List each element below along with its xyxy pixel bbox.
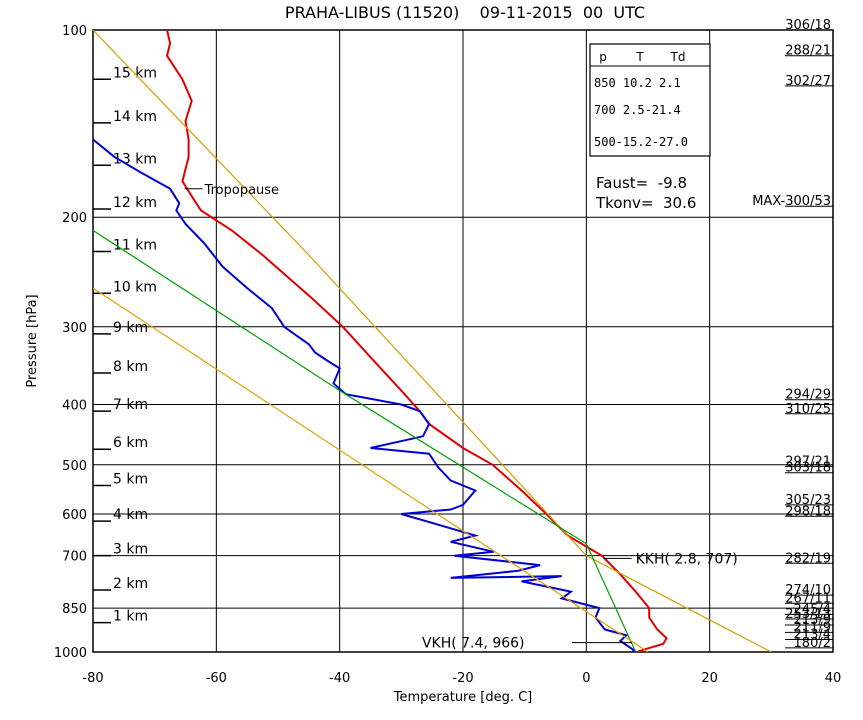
x-tick-labels: -80 -60 -40 -20 0 20 40 — [82, 671, 841, 686]
y-tick-label: 1000 — [54, 646, 87, 661]
table-header: p — [599, 50, 607, 64]
wind-label: 253/13 — [785, 607, 831, 622]
wind-labels: 306/18 288/21 302/27 MAX-300/53 294/29310/25… — [752, 18, 833, 651]
x-axis-label: Temperature [deg. C] — [393, 690, 532, 705]
y-tick-label: 700 — [62, 550, 87, 565]
series-td — [93, 138, 636, 652]
y-tick-label: 850 — [62, 602, 87, 617]
series-saturated-adiabat — [93, 229, 637, 652]
wind-label: 310/25 — [785, 402, 831, 417]
y-axis-label: Pressure [hPa] — [25, 294, 40, 387]
grid-lines — [92, 29, 834, 653]
wind-label: 245/4 — [794, 602, 831, 617]
summary-table: p T Td 850 10.2 2.1 700 2.5-21.4 500-15.2-27.… — [589, 43, 711, 157]
y-tick-label: 300 — [62, 321, 87, 336]
chart-title: PRAHA-LIBUS (11520) 09-11-2015 00 UTC — [285, 3, 645, 22]
tkonv-index: Tkonv= 30.6 — [595, 194, 696, 212]
wind-label: 274/10 — [785, 583, 831, 598]
series-dry-adiabat — [93, 30, 772, 652]
height-label: 10 km — [113, 279, 157, 295]
wind-label: 297/21 — [785, 454, 831, 469]
height-label: 9 km — [113, 320, 148, 336]
annotation-vkh: VKH( 7.4, 966) — [422, 636, 525, 652]
annotations: Tropopause KKH( 2.8, 707) VKH( 7.4, 966) — [184, 183, 738, 652]
height-label: 6 km — [113, 435, 148, 451]
wind-label: MAX-300/53 — [752, 194, 831, 209]
wind-label: 294/29 — [785, 388, 831, 403]
table-header: Td — [670, 50, 686, 64]
y-tick-label: 600 — [62, 508, 87, 523]
y-tick-label: 200 — [62, 211, 87, 226]
height-label: 11 km — [113, 237, 157, 253]
wind-label: 298/18 — [785, 504, 831, 519]
x-tick-label: -20 — [452, 671, 473, 686]
y-tick-label: 100 — [62, 24, 87, 39]
wind-label: 282/19 — [785, 551, 831, 566]
height-label: 5 km — [113, 472, 148, 488]
height-label: 1 km — [113, 609, 148, 625]
y-tick-label: 400 — [62, 398, 87, 413]
series-lines — [93, 30, 772, 652]
wind-label: 211/9 — [794, 620, 831, 635]
height-label: 7 km — [113, 397, 148, 413]
height-label: 2 km — [113, 576, 148, 592]
annotation-kkh: KKH( 2.8, 707) — [636, 551, 738, 567]
faust-index: Faust= -9.8 — [596, 174, 687, 192]
table-row: 700 2.5-21.4 — [594, 103, 681, 117]
height-label: 14 km — [113, 109, 157, 125]
wind-label: 288/21 — [785, 44, 831, 59]
x-tick-label: -60 — [206, 671, 227, 686]
table-border — [589, 43, 711, 157]
wind-label: 302/27 — [785, 74, 831, 89]
wind-label: 267/11 — [785, 591, 831, 606]
wind-label: 303/18 — [785, 461, 831, 476]
series-t — [165, 30, 668, 652]
table-row: 500-15.2-27.0 — [594, 135, 688, 149]
x-tick-label: 0 — [582, 671, 590, 686]
height-label: 3 km — [113, 542, 148, 558]
height-label: 4 km — [113, 507, 148, 523]
x-tick-label: -80 — [82, 671, 103, 686]
wind-label: 213/9 — [794, 613, 831, 628]
height-labels: 1 km 2 km 3 km 4 km 5 km 6 km 7 km 8 km 9 km 10 k… — [93, 65, 157, 625]
table-row: 850 10.2 2.1 — [594, 76, 681, 90]
x-tick-label: 40 — [825, 671, 842, 686]
x-tick-label: -40 — [329, 671, 350, 686]
x-tick-label: 20 — [701, 671, 718, 686]
height-label: 8 km — [113, 359, 148, 375]
wind-label: 180/2 — [794, 636, 831, 651]
height-label: 12 km — [113, 195, 157, 211]
annotation-tropopause: Tropopause — [204, 183, 279, 198]
wind-label: 306/18 — [785, 18, 831, 33]
wind-label: 213/4 — [794, 628, 831, 643]
series-mixing-line — [93, 287, 649, 652]
table-header: T — [635, 50, 644, 64]
y-tick-label: 500 — [62, 459, 87, 474]
wind-label: 305/23 — [785, 493, 831, 508]
y-tick-labels: 100 200 300 400 500 600 700 850 1000 — [54, 24, 87, 661]
